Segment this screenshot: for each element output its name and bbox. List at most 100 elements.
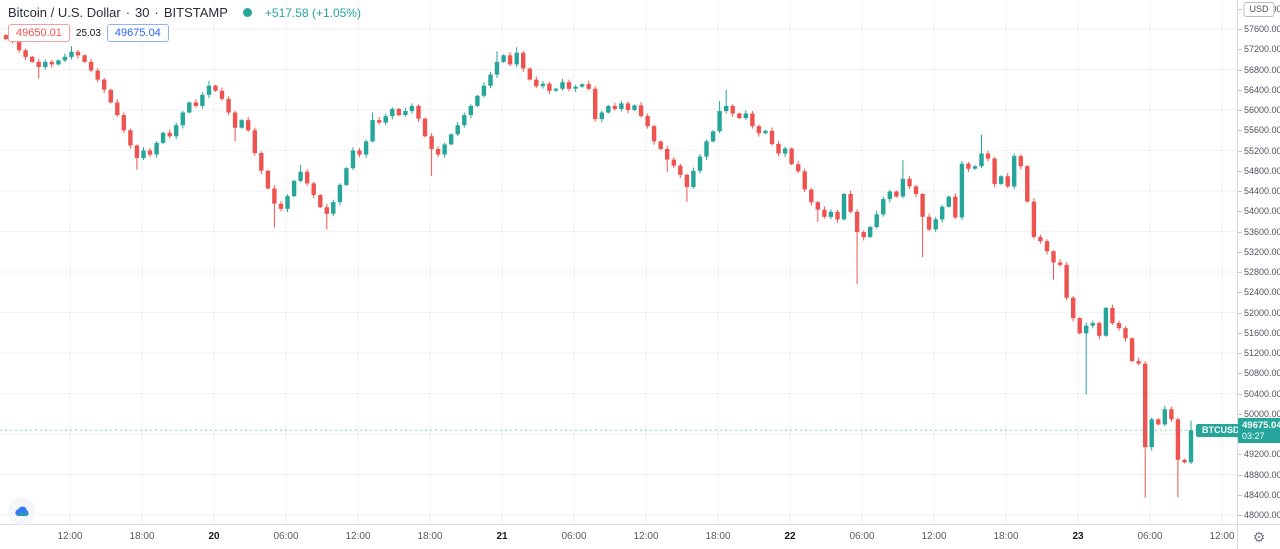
candle	[62, 53, 68, 63]
candle	[835, 210, 840, 223]
candle	[573, 84, 578, 92]
candle	[815, 201, 820, 222]
price-axis-label: 48000.00	[1238, 510, 1280, 520]
price-axis-label: 48400.00	[1238, 490, 1280, 500]
candle	[972, 165, 978, 170]
interval-value[interactable]: 30	[135, 5, 150, 20]
time-axis-label: 12:00	[1209, 531, 1235, 542]
candle	[887, 189, 892, 203]
candle	[750, 111, 755, 129]
candle	[828, 209, 834, 220]
candle	[979, 134, 984, 168]
time-axis-label: 06:00	[561, 531, 587, 542]
candle	[940, 204, 945, 223]
candle	[710, 130, 716, 143]
candle	[632, 104, 637, 111]
candle	[881, 196, 886, 217]
candle	[160, 131, 166, 144]
price-axis[interactable]: 58000.0057600.0057200.0056800.0056400.00…	[1237, 0, 1280, 524]
chart-canvas[interactable]: Bitcoin / U.S. Dollar · 30 · BITSTAMP +5…	[0, 0, 1246, 525]
candle	[422, 117, 428, 138]
candle	[606, 104, 611, 114]
candle	[1084, 322, 1089, 395]
candle	[1129, 337, 1135, 363]
candle	[913, 184, 919, 198]
price-axis-label: 57200.00	[1238, 44, 1280, 54]
candle	[69, 46, 74, 60]
bid-price-button[interactable]: 49650.01	[8, 24, 70, 42]
data-status-dot-icon[interactable]	[242, 8, 252, 17]
candle	[200, 92, 205, 109]
candle	[1038, 234, 1043, 244]
candle	[219, 87, 225, 101]
candle	[213, 84, 218, 92]
candle	[1136, 357, 1141, 366]
candle	[396, 108, 401, 117]
candle	[259, 151, 264, 174]
candle	[625, 101, 631, 114]
candle	[756, 124, 762, 137]
price-change-text: +517.58 (+1.05%)	[264, 5, 361, 20]
candle	[894, 190, 899, 198]
exchange-name[interactable]: BITSTAMP	[163, 5, 228, 20]
cloud-sync-button[interactable]	[8, 497, 36, 525]
candle	[769, 127, 775, 146]
candle-series	[3, 34, 1194, 498]
candle	[363, 139, 369, 158]
candle	[992, 156, 997, 188]
candle	[1044, 239, 1050, 255]
candle	[409, 103, 415, 114]
candle	[357, 148, 362, 158]
candle	[3, 34, 9, 41]
candle	[1188, 420, 1194, 465]
candle	[318, 194, 323, 209]
symbol-name[interactable]: Bitcoin / U.S. Dollar	[8, 5, 121, 20]
candle	[88, 58, 94, 73]
price-axis-label: 52400.00	[1238, 287, 1280, 297]
candle	[180, 110, 185, 129]
settings-gear-icon[interactable]: ⚙	[1252, 529, 1266, 545]
candle	[128, 128, 133, 149]
candle	[854, 209, 860, 285]
price-axis-label: 54800.00	[1238, 166, 1280, 176]
price-axis-label: 52800.00	[1238, 267, 1280, 277]
candle	[455, 121, 460, 137]
candle	[534, 76, 539, 88]
candle	[115, 99, 120, 117]
candle	[36, 58, 41, 79]
candle	[789, 147, 794, 166]
candle	[344, 167, 349, 186]
candle	[1123, 326, 1128, 342]
candle	[475, 94, 480, 107]
price-axis-label: 50800.00	[1238, 368, 1280, 378]
candle	[645, 113, 650, 129]
price-axis-label: 57600.00	[1238, 24, 1280, 34]
currency-usd-button[interactable]: USD	[1243, 2, 1275, 17]
candle	[841, 193, 847, 221]
candle	[43, 59, 48, 70]
candle	[861, 230, 866, 241]
candle	[665, 145, 670, 172]
candle	[612, 102, 618, 111]
candle	[291, 179, 297, 198]
candle	[933, 216, 938, 232]
candle	[324, 203, 329, 230]
time-axis-label: 06:00	[1137, 531, 1163, 542]
candle	[56, 59, 61, 66]
candle	[782, 146, 788, 157]
candle	[985, 151, 991, 162]
axis-corner: ⚙	[1237, 524, 1280, 549]
time-axis[interactable]: 12:00 18:00 20 06:00 12:00 18:00 21 06:00 12:00 1…	[0, 524, 1237, 549]
candle	[697, 154, 703, 174]
price-axis-label: 50000.00	[1238, 409, 1280, 419]
price-axis-label: 54400.00	[1238, 186, 1280, 196]
legend-title-row: Bitcoin / U.S. Dollar · 30 · BITSTAMP +5…	[8, 5, 361, 20]
candle	[416, 104, 421, 122]
candle	[1005, 173, 1010, 189]
candle	[272, 185, 277, 228]
candle	[1097, 321, 1102, 340]
ask-price-button[interactable]: 49675.04	[106, 24, 169, 42]
time-axis-day-label: 23	[1072, 531, 1084, 542]
candle	[403, 107, 408, 117]
candlestick-chart[interactable]	[0, 0, 1237, 524]
